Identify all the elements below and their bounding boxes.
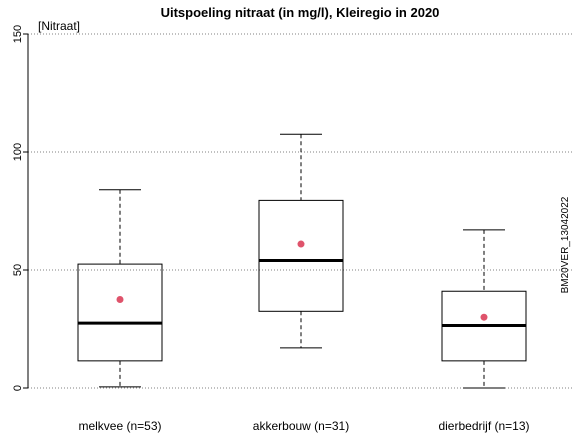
x-category-label-2: dierbedrijf (n=13) bbox=[438, 419, 529, 433]
x-category-label-0: melkvee (n=53) bbox=[78, 419, 161, 433]
box-iqr-1 bbox=[258, 199, 344, 312]
y-axis-label: [Nitraat] bbox=[38, 19, 80, 33]
chart-title: Uitspoeling nitraat (in mg/l), Kleiregio… bbox=[161, 5, 440, 20]
y-tick-label-3: 150 bbox=[12, 25, 24, 43]
box-1 bbox=[258, 133, 344, 349]
side-label: BM20VER_13042022 bbox=[560, 196, 571, 293]
box-2 bbox=[441, 229, 527, 389]
x-axis-labels: melkvee (n=53) akkerbouw (n=31) dierbedrij… bbox=[78, 419, 529, 433]
box-0 bbox=[77, 189, 163, 388]
grid-lines bbox=[28, 33, 572, 389]
y-tick-label-2: 100 bbox=[12, 143, 24, 161]
mean-marker-2 bbox=[480, 313, 488, 321]
y-tick-label-1: 50 bbox=[12, 264, 24, 276]
x-category-label-1: akkerbouw (n=31) bbox=[253, 419, 349, 433]
mean-marker-0 bbox=[116, 296, 124, 303]
y-axis: 0 50 100 150 bbox=[12, 25, 29, 391]
box-iqr-0 bbox=[77, 263, 163, 362]
mean-marker-1 bbox=[297, 240, 305, 248]
y-tick-label-0: 0 bbox=[12, 385, 24, 391]
boxes bbox=[77, 133, 527, 389]
